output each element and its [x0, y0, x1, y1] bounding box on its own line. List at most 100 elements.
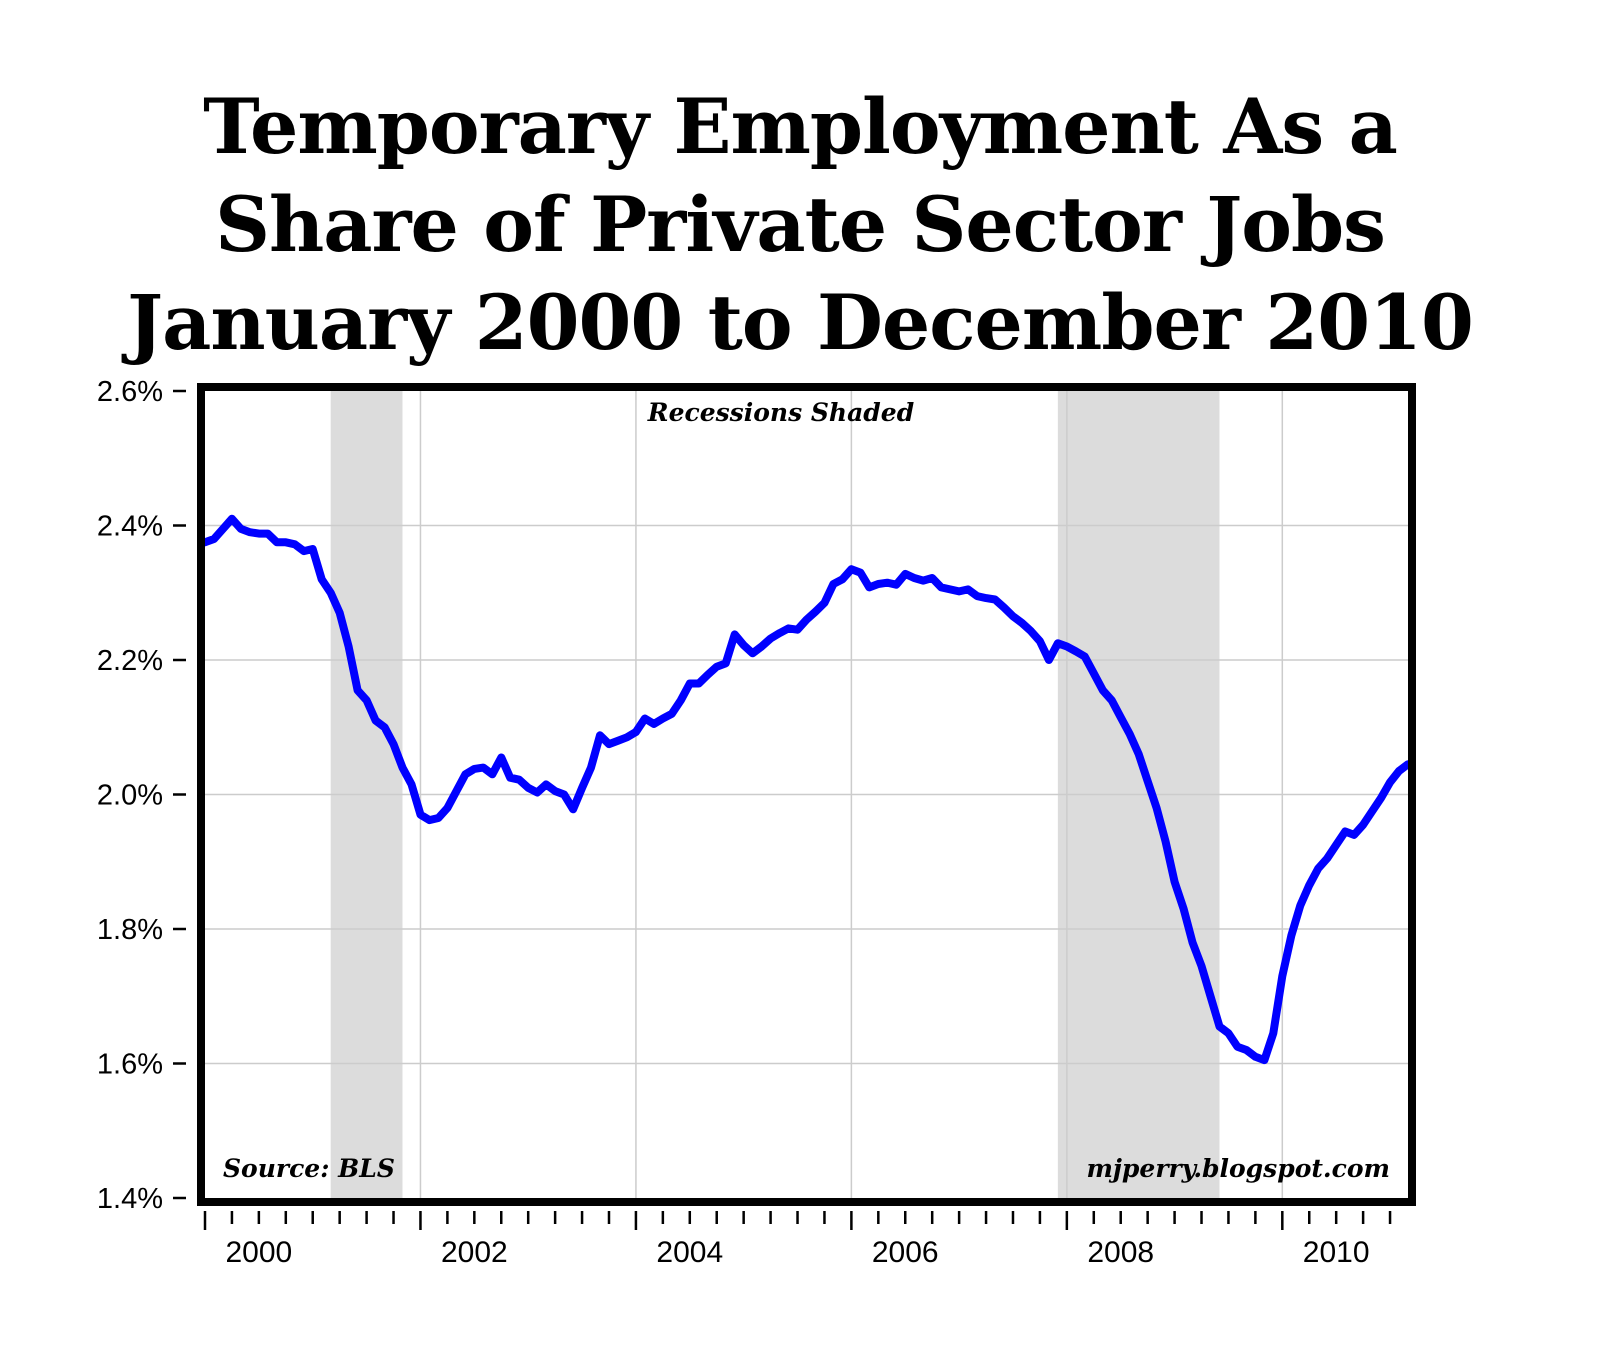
- data-point: [797, 629, 798, 630]
- data-point: [779, 633, 780, 634]
- data-point: [1345, 831, 1346, 832]
- data-point: [950, 589, 951, 590]
- data-point: [591, 767, 592, 768]
- data-point: [869, 587, 870, 588]
- data-point: [1147, 781, 1148, 782]
- data-point: [267, 533, 268, 534]
- data-point: [1030, 631, 1031, 632]
- data-point: [546, 784, 547, 785]
- data-point: [824, 602, 825, 603]
- data-point: [312, 549, 313, 550]
- data-point: [734, 634, 735, 635]
- data-point: [1381, 797, 1382, 798]
- data-point: [1102, 690, 1103, 691]
- data-point: [348, 646, 349, 647]
- data-point: [1048, 660, 1049, 661]
- data-point: [420, 814, 421, 815]
- data-point: [1273, 1033, 1274, 1034]
- data-point: [1084, 656, 1085, 657]
- data-point: [1138, 754, 1139, 755]
- data-point: [977, 596, 978, 597]
- source-note: Source: BLS: [223, 1154, 395, 1183]
- data-point: [1129, 733, 1130, 734]
- data-point: [474, 768, 475, 769]
- data-point: [492, 774, 493, 775]
- data-point: [1255, 1056, 1256, 1057]
- data-point: [1228, 1033, 1229, 1034]
- y-tick-label: 2.2%: [97, 645, 163, 677]
- y-tick-label: 2.4%: [97, 511, 163, 543]
- data-point: [429, 820, 430, 821]
- data-point: [1120, 717, 1121, 718]
- data-point: [573, 809, 574, 810]
- plot-frame: [197, 383, 1416, 1206]
- data-point: [303, 551, 304, 552]
- x-tick-label: 2000: [225, 1236, 292, 1269]
- data-point: [680, 700, 681, 701]
- data-point: [1237, 1046, 1238, 1047]
- data-point: [1156, 807, 1157, 808]
- data-point: [608, 744, 609, 745]
- data-point: [456, 791, 457, 792]
- data-point: [519, 779, 520, 780]
- data-point: [231, 518, 232, 519]
- data-point: [806, 619, 807, 620]
- data-point: [465, 774, 466, 775]
- data-point: [1318, 868, 1319, 869]
- series-line: [201, 514, 1412, 1065]
- data-point: [896, 584, 897, 585]
- recessions-note: Recessions Shaded: [647, 398, 914, 427]
- data-point: [833, 584, 834, 585]
- data-point: [653, 723, 654, 724]
- data-point: [644, 718, 645, 719]
- blog-url: mjperry.blogspot.com: [1086, 1154, 1390, 1183]
- data-point: [770, 638, 771, 639]
- data-point: [1327, 858, 1328, 859]
- y-tick-label: 1.8%: [97, 914, 163, 946]
- data-point: [995, 599, 996, 600]
- data-point: [698, 683, 699, 684]
- data-point: [941, 587, 942, 588]
- data-point: [1264, 1060, 1265, 1061]
- data-point: [1183, 908, 1184, 909]
- data-point: [1354, 834, 1355, 835]
- data-point: [1093, 673, 1094, 674]
- data-point: [1004, 607, 1005, 608]
- data-point: [662, 718, 663, 719]
- data-point: [600, 735, 601, 736]
- data-point: [483, 767, 484, 768]
- data-point: [1039, 641, 1040, 642]
- data-point: [393, 744, 394, 745]
- title-line: Temporary Employment As a: [203, 82, 1398, 171]
- data-point: [671, 713, 672, 714]
- chart-title: Temporary Employment As a Share of Priva…: [0, 78, 1600, 372]
- data-point: [1192, 942, 1193, 943]
- data-point: [878, 584, 879, 585]
- data-point: [617, 740, 618, 741]
- data-point: [716, 666, 717, 667]
- data-point: [222, 528, 223, 529]
- data-point: [968, 589, 969, 590]
- data-point: [788, 628, 789, 629]
- data-point: [564, 794, 565, 795]
- data-point: [1075, 651, 1076, 652]
- data-point: [1057, 643, 1058, 644]
- data-point: [1291, 935, 1292, 936]
- data-point: [635, 731, 636, 732]
- x-tick-label: 2002: [441, 1236, 508, 1269]
- data-point: [689, 683, 690, 684]
- data-point: [860, 572, 861, 573]
- y-tick-label: 1.6%: [97, 1049, 163, 1081]
- data-point: [1219, 1026, 1220, 1027]
- data-point: [528, 787, 529, 788]
- data-point: [555, 791, 556, 792]
- data-point: [1399, 770, 1400, 771]
- title-line: Share of Private Sector Jobs: [215, 180, 1386, 269]
- data-point: [1201, 965, 1202, 966]
- data-point: [914, 577, 915, 578]
- data-point: [1363, 824, 1364, 825]
- data-point: [357, 690, 358, 691]
- data-point: [905, 573, 906, 574]
- data-point: [1246, 1050, 1247, 1051]
- data-point: [1012, 616, 1013, 617]
